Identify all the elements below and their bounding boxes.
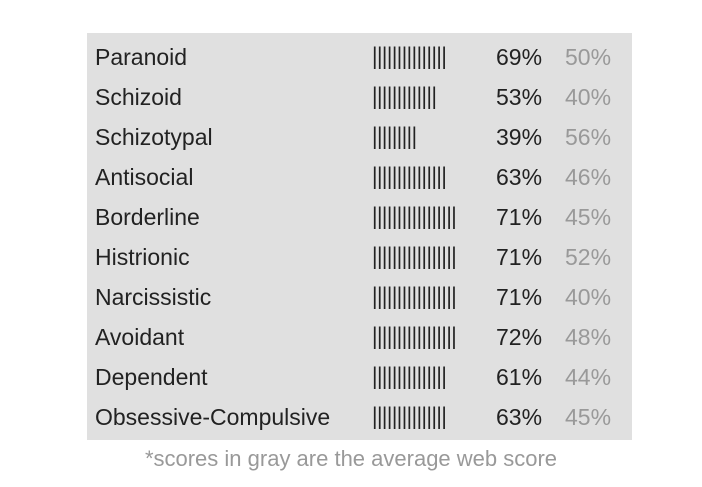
disorder-name: Paranoid <box>95 44 188 70</box>
disorder-name: Obsessive-Compulsive <box>95 404 331 430</box>
score-bar: ||||||||||||||||| <box>372 203 457 230</box>
footnote: *scores in gray are the average web scor… <box>144 446 558 471</box>
table-row: Histrionic ||||||||||||||||| 71% 52% <box>87 237 632 277</box>
average-score: 46% <box>565 164 612 190</box>
score: 39% <box>496 124 543 150</box>
table-row: Schizotypal ||||||||| 39% 56% <box>87 117 632 157</box>
table-row: Dependent ||||||||||||||| 61% 44% <box>87 357 632 397</box>
table-row: Narcissistic ||||||||||||||||| 71% 40% <box>87 277 632 317</box>
score: 69% <box>496 44 543 70</box>
average-score: 50% <box>565 44 612 70</box>
table-row: Borderline ||||||||||||||||| 71% 45% <box>87 197 632 237</box>
disorder-name: Schizoid <box>95 84 182 110</box>
disorder-name: Antisocial <box>95 164 194 190</box>
table-row: Antisocial ||||||||||||||| 63% 46% <box>87 157 632 197</box>
score-bar: ||||||||||||||| <box>372 363 447 390</box>
score-bar: ||||||||||||||||| <box>372 283 457 310</box>
disorder-name: Histrionic <box>95 244 190 270</box>
score-bar: ||||||||||||||| <box>372 43 447 70</box>
table-row: Obsessive-Compulsive ||||||||||||||| 63% 45… <box>87 397 632 437</box>
disorder-name: Dependent <box>95 364 208 390</box>
average-score: 52% <box>565 244 612 270</box>
average-score: 48% <box>565 324 612 350</box>
disorder-name: Borderline <box>95 204 200 230</box>
score-bar: ||||||||||||||||| <box>372 243 457 270</box>
disorder-name: Avoidant <box>95 324 185 350</box>
score-bar: ||||||||| <box>372 123 417 150</box>
score: 71% <box>496 244 543 270</box>
average-score: 45% <box>565 404 612 430</box>
disorder-name: Narcissistic <box>95 284 212 310</box>
score-bar: ||||||||||||||| <box>372 163 447 190</box>
score-bar: ||||||||||||| <box>372 83 437 110</box>
results-table: Paranoid ||||||||||||||| 69% 50% Schizoid |||… <box>87 33 632 440</box>
score: 61% <box>496 364 543 390</box>
table-row: Schizoid ||||||||||||| 53% 40% <box>87 77 632 117</box>
score: 63% <box>496 404 543 430</box>
average-score: 40% <box>565 284 612 310</box>
disorder-name: Schizotypal <box>95 124 213 150</box>
score-bar: ||||||||||||||| <box>372 403 447 430</box>
score-bar: ||||||||||||||||| <box>372 323 457 350</box>
table-row: Avoidant ||||||||||||||||| 72% 48% <box>87 317 632 357</box>
average-score: 40% <box>565 84 612 110</box>
score: 71% <box>496 284 543 310</box>
average-score: 45% <box>565 204 612 230</box>
score: 72% <box>496 324 543 350</box>
score: 71% <box>496 204 543 230</box>
average-score: 56% <box>565 124 612 150</box>
score: 53% <box>496 84 543 110</box>
score: 63% <box>496 164 543 190</box>
average-score: 44% <box>565 364 612 390</box>
table-row: Paranoid ||||||||||||||| 69% 50% <box>87 37 632 77</box>
